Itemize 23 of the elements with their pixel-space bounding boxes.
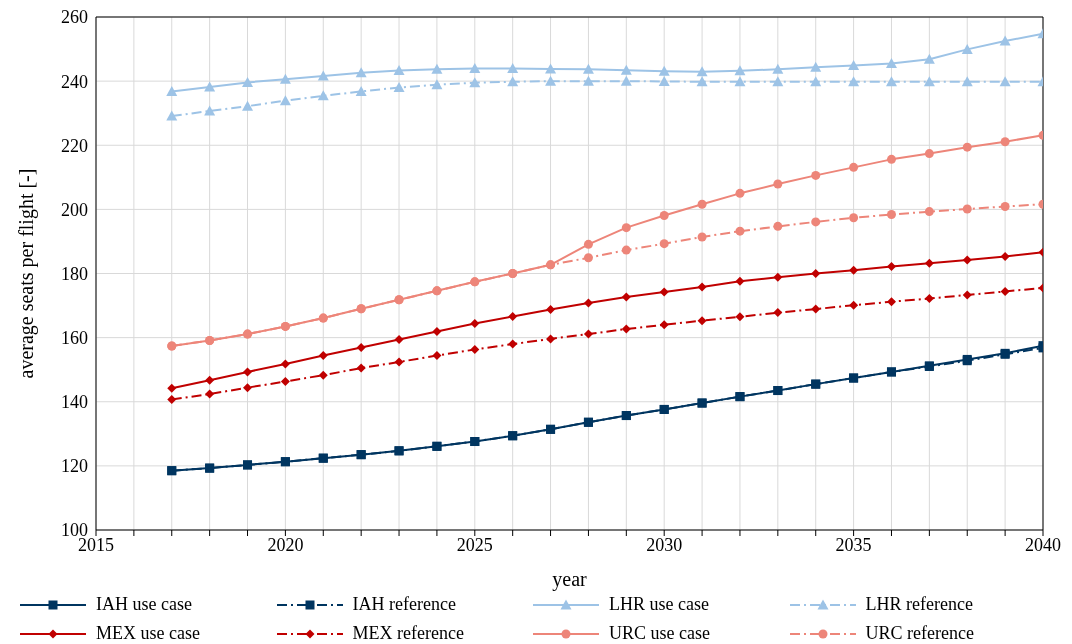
y-tick-label: 140 bbox=[61, 392, 88, 413]
x-tick-label: 2030 bbox=[646, 534, 683, 555]
y-tick-label: 220 bbox=[61, 135, 88, 156]
y-tick-label: 260 bbox=[61, 7, 88, 28]
x-tick-label: 2035 bbox=[835, 534, 872, 555]
legend-label: IAH reference bbox=[352, 594, 456, 615]
y-tick-label: 180 bbox=[61, 263, 88, 284]
x-tick-label: 2040 bbox=[1025, 534, 1061, 555]
y-tick-label: 200 bbox=[61, 199, 88, 220]
y-tick-label: 120 bbox=[61, 456, 88, 477]
legend-label: MEX use case bbox=[96, 623, 200, 644]
legend-label: URC use case bbox=[609, 623, 710, 644]
x-tick-label: 2020 bbox=[267, 534, 304, 555]
legend-label: MEX reference bbox=[352, 623, 464, 644]
y-tick-label: 160 bbox=[61, 328, 88, 349]
y-tick-label: 240 bbox=[61, 71, 88, 92]
y-axis-title: average seats per flight [-] bbox=[15, 168, 39, 379]
x-axis-title: year bbox=[552, 568, 588, 591]
legend-label: LHR use case bbox=[609, 594, 709, 615]
legend-label: LHR reference bbox=[865, 594, 973, 615]
x-tick-label: 2025 bbox=[456, 534, 493, 555]
legend-label: URC reference bbox=[865, 623, 974, 644]
legend-label: IAH use case bbox=[96, 594, 192, 615]
